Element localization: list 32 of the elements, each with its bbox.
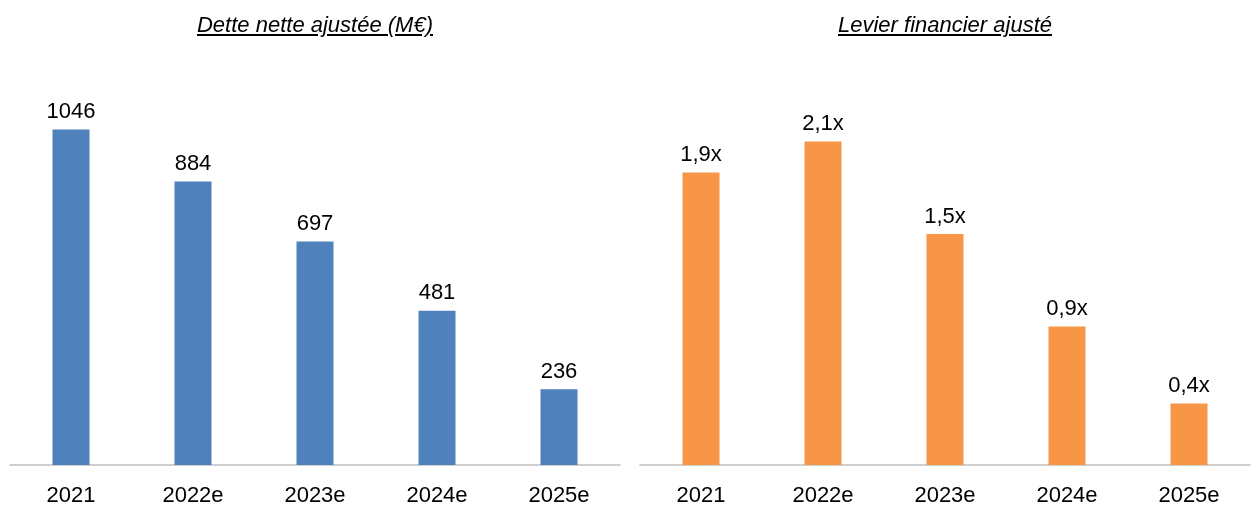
- bar: [804, 141, 842, 465]
- x-tick-label: 2024e: [1036, 481, 1098, 507]
- bar: [682, 172, 720, 465]
- bar: [926, 234, 964, 465]
- data-label: 1,9x: [680, 140, 722, 166]
- x-tick-label: 2023e: [914, 481, 976, 507]
- chart-title: Dette nette ajustée (M€): [196, 12, 434, 38]
- bar: [296, 241, 334, 465]
- x-tick-label: 2022e: [792, 481, 854, 507]
- x-tick-label: 2024e: [406, 481, 468, 507]
- bar: [418, 310, 456, 465]
- data-label: 481: [418, 279, 456, 305]
- chart-title: Levier financier ajusté: [837, 12, 1053, 38]
- data-label: 697: [296, 209, 334, 235]
- bar: [1170, 403, 1208, 465]
- bar: [174, 181, 212, 465]
- x-tick-label: 2021: [676, 481, 726, 507]
- x-tick-label: 2022e: [162, 481, 224, 507]
- data-label: 1,5x: [924, 202, 966, 228]
- data-label: 1046: [46, 97, 96, 123]
- data-label: 0,4x: [1168, 371, 1210, 397]
- x-tick-label: 2021: [46, 481, 96, 507]
- bar: [52, 129, 90, 465]
- data-label: 884: [174, 149, 212, 175]
- data-label: 236: [540, 357, 578, 383]
- x-tick-label: 2025e: [1158, 481, 1220, 507]
- data-label: 0,9x: [1046, 294, 1088, 320]
- bar: [540, 389, 578, 465]
- x-tick-label: 2023e: [284, 481, 346, 507]
- x-tick-label: 2025e: [528, 481, 590, 507]
- data-label: 2,1x: [802, 110, 844, 136]
- bar: [1048, 326, 1086, 465]
